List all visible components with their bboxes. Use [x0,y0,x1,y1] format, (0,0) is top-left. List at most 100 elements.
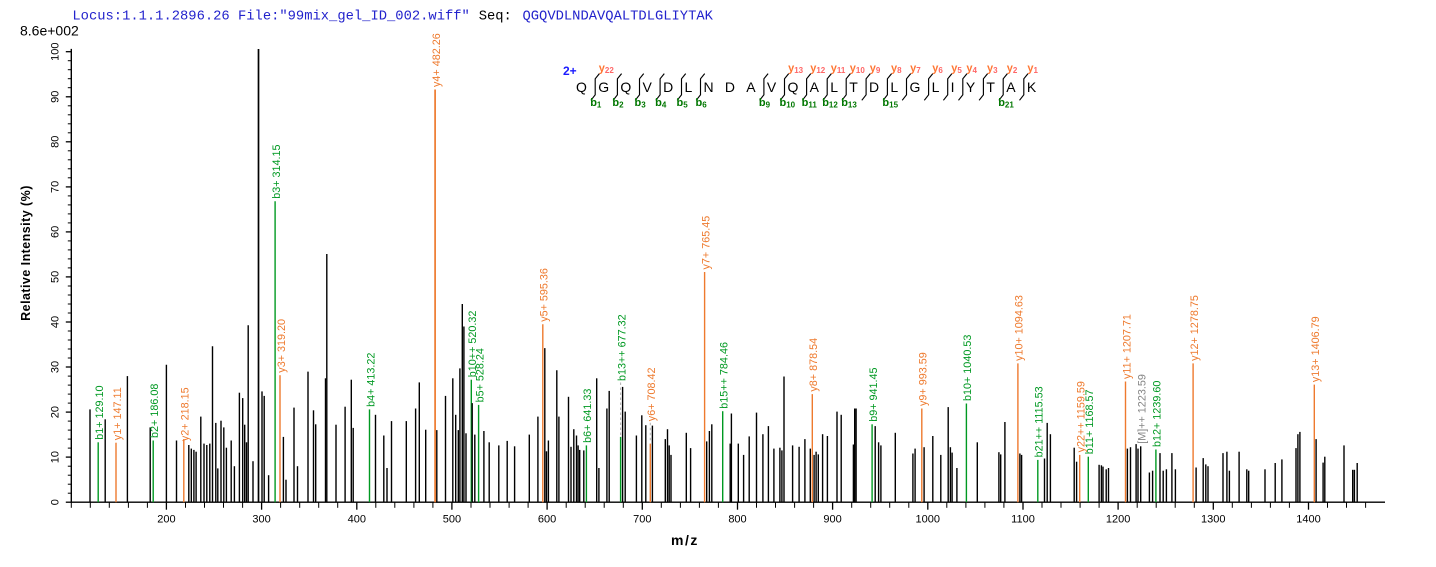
svg-text:QGQVDLNDAVQALTDLGLIYTAK: QGQVDLNDAVQALTDLGLIYTAK [523,10,714,25]
svg-text:1200: 1200 [1106,514,1130,526]
svg-text:b21++ 1115.53: b21++ 1115.53 [1034,386,1046,457]
svg-text:Q: Q [620,79,631,95]
svg-text:b5+ 528.24: b5+ 528.24 [474,348,486,402]
svg-text:y6+ 708.42: y6+ 708.42 [646,367,658,421]
svg-text:b12: b12 [822,97,838,110]
svg-text:y13+ 1406.79: y13+ 1406.79 [1310,316,1322,382]
svg-text:1100: 1100 [1011,514,1035,526]
svg-text:L: L [890,79,898,95]
svg-text:b12+ 1239.60: b12+ 1239.60 [1152,381,1164,447]
svg-text:y12+ 1278.75: y12+ 1278.75 [1189,295,1201,361]
svg-text:y10: y10 [850,63,866,76]
svg-text:b4+ 413.22: b4+ 413.22 [365,353,377,407]
svg-text:y6: y6 [932,63,943,76]
svg-text:Seq:: Seq: [479,10,512,25]
svg-text:m/z: m/z [671,532,699,548]
svg-text:50: 50 [50,271,62,283]
svg-text:Y: Y [966,79,976,95]
svg-text:b6: b6 [696,97,708,110]
svg-text:b21: b21 [998,97,1014,110]
svg-text:b3: b3 [635,97,647,110]
svg-text:V: V [767,79,777,95]
svg-text:b2: b2 [612,97,624,110]
svg-text:b9: b9 [759,97,771,110]
svg-text:y2: y2 [1007,63,1018,76]
svg-text:b10+ 1040.53: b10+ 1040.53 [962,335,974,401]
svg-text:y8+ 878.54: y8+ 878.54 [808,338,820,392]
svg-text:b10++ 520.32: b10++ 520.32 [467,311,479,378]
svg-text:y3: y3 [987,63,998,76]
svg-text:y4+ 482.26: y4+ 482.26 [431,33,443,87]
svg-text:b13: b13 [841,97,857,110]
svg-text:D: D [725,79,735,95]
svg-text:0: 0 [50,499,62,505]
svg-text:y5: y5 [951,63,962,76]
svg-text:I: I [951,79,955,95]
svg-text:b3+ 314.15: b3+ 314.15 [271,144,283,198]
svg-text:N: N [704,79,714,95]
svg-text:70: 70 [50,181,62,193]
svg-text:y7: y7 [910,63,921,76]
svg-text:1000: 1000 [916,514,940,526]
svg-text:y11+ 1207.71: y11+ 1207.71 [1121,314,1133,379]
svg-text:200: 200 [157,514,175,526]
svg-text:300: 300 [252,514,270,526]
svg-text:30: 30 [50,361,62,373]
svg-text:b11+ 1168.57: b11+ 1168.57 [1084,389,1096,454]
svg-text:L: L [932,79,940,95]
svg-text:b10: b10 [780,97,796,110]
svg-text:b15++ 784.46: b15++ 784.46 [719,342,731,409]
svg-text:b4: b4 [655,97,667,110]
svg-text:Locus:1.1.1.2896.26 File:"99mi: Locus:1.1.1.2896.26 File:"99mix_gel_ID_0… [72,9,469,25]
svg-text:y13: y13 [788,63,804,76]
svg-text:A: A [810,79,820,95]
svg-text:L: L [685,79,693,95]
svg-text:y7+ 765.45: y7+ 765.45 [700,216,712,270]
svg-text:700: 700 [633,514,651,526]
svg-text:500: 500 [443,514,461,526]
svg-text:b1+ 129.10: b1+ 129.10 [94,385,106,439]
svg-text:y5+ 595.36: y5+ 595.36 [539,268,551,322]
svg-text:Q: Q [787,79,798,95]
svg-text:b11: b11 [802,97,818,110]
svg-text:A: A [746,79,756,95]
svg-text:80: 80 [50,136,62,148]
svg-text:K: K [1027,79,1037,95]
svg-text:8.6e+002: 8.6e+002 [20,23,79,39]
svg-text:G: G [909,79,920,95]
svg-text:y22++ 1159.59: y22++ 1159.59 [1076,381,1088,452]
svg-text:1300: 1300 [1201,514,1225,526]
svg-text:y3+ 319.20: y3+ 319.20 [276,319,288,373]
svg-text:40: 40 [50,316,62,328]
svg-text:b2+ 186.08: b2+ 186.08 [149,384,161,438]
svg-text:y2+ 218.15: y2+ 218.15 [180,387,192,441]
svg-text:b15: b15 [882,97,898,110]
svg-text:b9+ 941.45: b9+ 941.45 [868,367,880,421]
svg-text:600: 600 [538,514,556,526]
svg-text:Q: Q [576,79,587,95]
svg-text:b6+ 641.33: b6+ 641.33 [582,389,594,443]
svg-text:D: D [869,79,879,95]
svg-text:y11: y11 [831,63,846,76]
svg-text:y22: y22 [599,63,615,76]
svg-text:90: 90 [50,91,62,103]
svg-text:60: 60 [50,226,62,238]
svg-text:Relative Intensity (%): Relative Intensity (%) [19,185,33,321]
svg-text:100: 100 [50,43,62,61]
svg-text:y9: y9 [870,63,881,76]
svg-text:b5: b5 [677,97,689,110]
svg-text:[M]++ 1223.59: [M]++ 1223.59 [1137,374,1149,444]
svg-text:1400: 1400 [1296,514,1320,526]
svg-text:b1: b1 [590,97,602,110]
svg-text:T: T [849,79,858,95]
svg-text:T: T [986,79,995,95]
svg-text:D: D [663,79,673,95]
svg-text:y12: y12 [810,63,826,76]
svg-text:L: L [830,79,838,95]
svg-text:900: 900 [823,514,841,526]
svg-text:y9+ 993.59: y9+ 993.59 [918,352,930,406]
svg-text:y1+ 147.11: y1+ 147.11 [112,387,124,440]
svg-text:y10+ 1094.63: y10+ 1094.63 [1014,295,1026,361]
svg-text:y1: y1 [1027,63,1038,76]
svg-text:y8: y8 [891,63,902,76]
